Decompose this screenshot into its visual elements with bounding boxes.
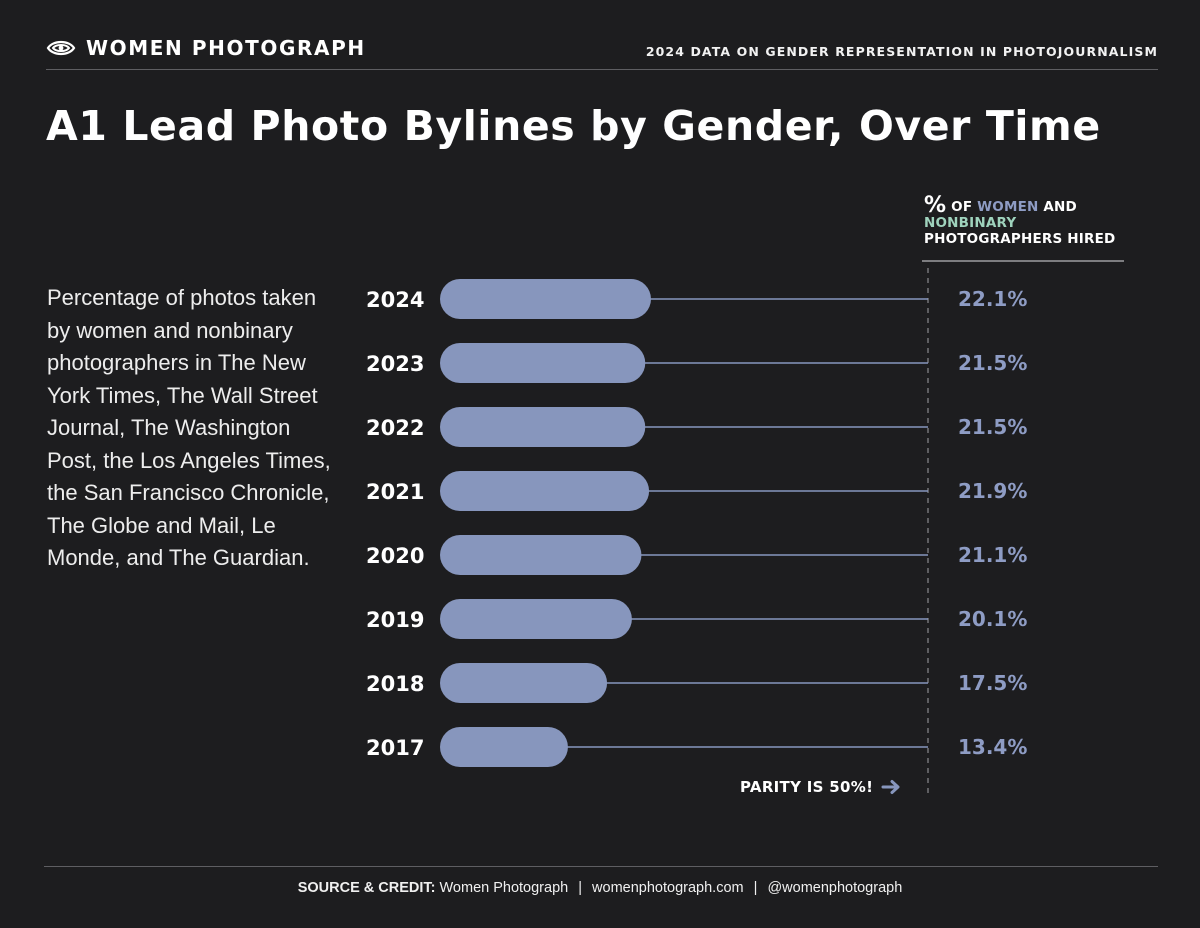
column-header-of: OF [951,199,973,215]
bottom-divider [44,866,1158,867]
year-label: 2023 [366,352,424,376]
year-label: 2022 [366,416,424,440]
bar [440,535,642,575]
value-label: 13.4% [958,735,1027,759]
logo[interactable]: WOMEN PHOTOGRAPH [46,36,366,60]
source-website-link[interactable]: womenphotograph.com [592,880,744,896]
bar [440,663,608,703]
brand-name: WOMEN PHOTOGRAPH [86,36,366,60]
eye-logo-icon [46,40,76,56]
bar [440,599,632,639]
parity-note: PARITY IS 50%! [740,778,903,796]
year-label: 2017 [366,736,424,760]
bar [440,343,646,383]
year-label: 2020 [366,544,424,568]
column-header-women: WOMEN [977,199,1039,215]
bar [440,407,646,447]
arrow-right-icon [881,780,900,794]
header-tagline: 2024 DATA ON GENDER REPRESENTATION IN PH… [645,44,1158,59]
column-header: % OF WOMEN AND NONBINARY PHOTOGRAPHERS H… [924,195,1124,248]
top-divider [46,69,1158,70]
column-header-and: AND [1043,199,1077,215]
chart-description: Percentage of photos taken by women and … [47,285,331,570]
chart-title: A1 Lead Photo Bylines by Gender, Over Ti… [46,102,1101,150]
year-label: 2021 [366,480,424,504]
column-header-underline [922,260,1124,262]
parity-label: PARITY IS 50%! [740,778,874,796]
year-label: 2024 [366,288,424,312]
year-label: 2018 [366,672,424,696]
value-label: 17.5% [958,671,1027,695]
bar [440,727,568,767]
footer-separator: | [753,880,758,896]
year-label: 2019 [366,608,424,632]
value-label: 21.5% [958,351,1027,375]
source-label: SOURCE & CREDIT: [297,880,436,896]
value-label: 22.1% [958,287,1027,311]
bar [440,471,650,511]
value-label: 21.5% [958,415,1027,439]
column-header-nonbinary: NONBINARY [924,215,1017,231]
percent-symbol: % [924,193,947,218]
value-label: 21.9% [958,479,1027,503]
footer: SOURCE & CREDIT: Women Photograph | wome… [0,880,1200,896]
value-label: 21.1% [958,543,1027,567]
bar [440,279,651,319]
value-label: 20.1% [958,607,1027,631]
social-handle-link[interactable]: @womenphotograph [767,880,903,896]
source-name: Women Photograph [439,880,569,896]
header: WOMEN PHOTOGRAPH 2024 DATA ON GENDER REP… [46,28,1158,70]
column-header-photographers-hired: PHOTOGRAPHERS HIRED [924,231,1116,247]
footer-separator: | [578,880,583,896]
